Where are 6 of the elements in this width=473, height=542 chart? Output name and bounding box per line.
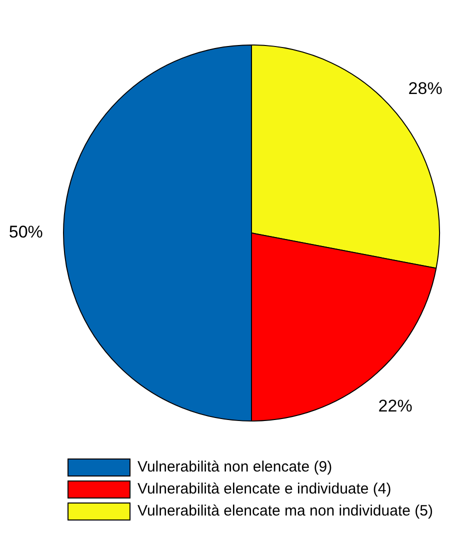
legend-label: Vulnerabilità elencate e individuate (4)	[138, 480, 392, 498]
data-label: 28%	[408, 78, 442, 98]
data-label: 22%	[378, 396, 412, 416]
legend-label: Vulnerabilità elencate ma non individuate (5)	[138, 502, 433, 520]
data-label: 50%	[8, 222, 43, 242]
legend-label: Vulnerabilità non elencate (9)	[138, 458, 332, 476]
